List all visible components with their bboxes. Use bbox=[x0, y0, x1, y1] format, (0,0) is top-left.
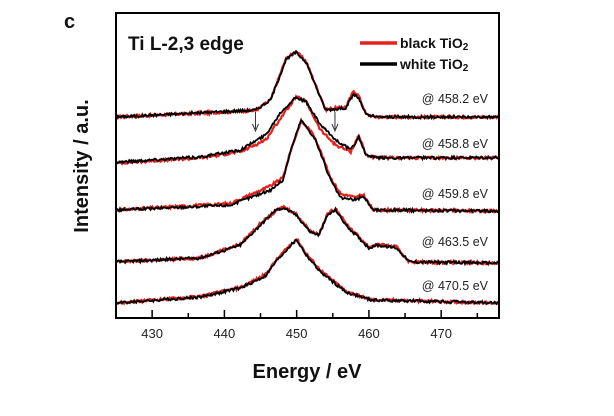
spectrum-label: @ 470.5 eV bbox=[422, 279, 489, 293]
spectra bbox=[115, 49, 500, 306]
white-tio2-line bbox=[115, 238, 499, 306]
legend-label: white TiO2 bbox=[399, 56, 469, 74]
black-tio2-line bbox=[115, 238, 499, 306]
chart-title: Ti L-2,3 edge bbox=[128, 34, 244, 55]
arrow-head bbox=[331, 123, 339, 133]
x-tick-label: 450 bbox=[286, 326, 308, 341]
spectrum-label: @ 458.2 eV bbox=[422, 92, 489, 106]
white-tio2-line bbox=[115, 96, 499, 165]
white-tio2-line bbox=[115, 49, 499, 121]
x-tick-label: 440 bbox=[214, 326, 236, 341]
white-tio2-line bbox=[115, 206, 499, 267]
y-axis-title: Intensity / a.u. bbox=[71, 99, 93, 232]
legend-label: black TiO2 bbox=[400, 35, 469, 53]
spectrum-labels: @ 458.2 eV @ 458.8 eV @ 459.8 eV @ 463.5 eV… bbox=[422, 92, 489, 293]
x-axis-title: Energy / eV bbox=[253, 361, 363, 383]
x-tick-label: 430 bbox=[141, 326, 163, 341]
white-tio2-line bbox=[115, 118, 500, 215]
spectrum-label: @ 459.8 eV bbox=[422, 187, 489, 201]
black-tio2-line bbox=[115, 94, 500, 166]
arrows bbox=[252, 112, 339, 133]
x-tick-label: 460 bbox=[358, 326, 380, 341]
spectrum-label: @ 458.8 eV bbox=[422, 137, 489, 151]
panel-label: c bbox=[64, 11, 75, 33]
spectrum-label: @ 463.5 eV bbox=[422, 235, 489, 249]
x-tick-label: 470 bbox=[430, 326, 452, 341]
legend: black TiO2 white TiO2 bbox=[360, 35, 469, 74]
plot-frame bbox=[115, 12, 500, 319]
x-axis: 430 440 450 460 470 bbox=[141, 310, 479, 341]
arrow-head bbox=[252, 123, 259, 133]
